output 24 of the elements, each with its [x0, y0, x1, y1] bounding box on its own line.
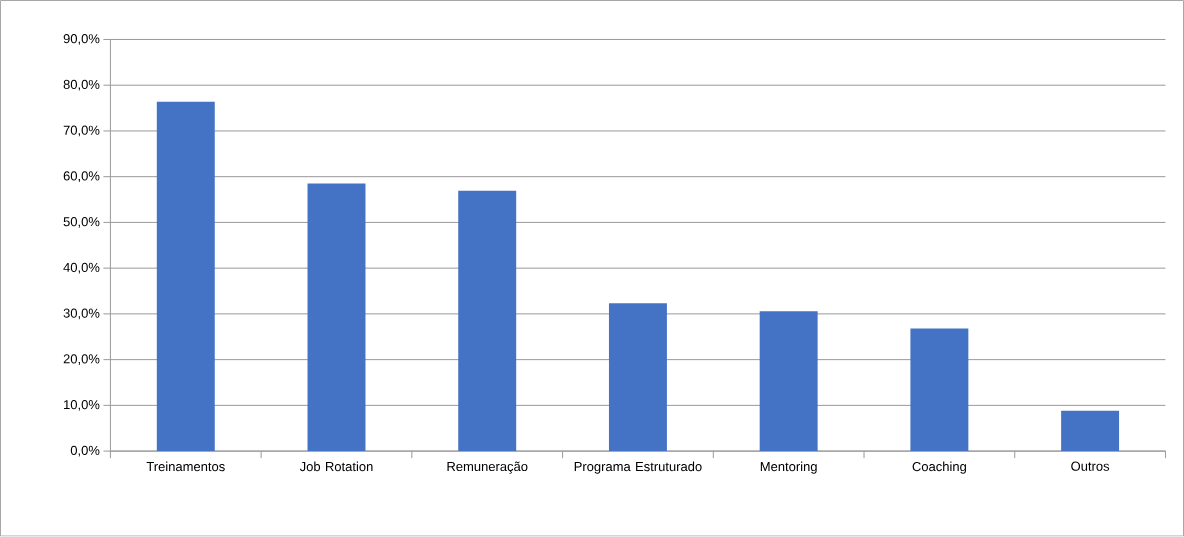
x-tick-label: Programa Estruturado — [574, 461, 702, 474]
y-tick-label: 30,0% — [63, 308, 100, 320]
y-tick-label: 80,0% — [63, 80, 100, 91]
y-tick-label: 70,0% — [63, 125, 100, 137]
x-tick-label: Outros — [1071, 461, 1110, 472]
x-tick-label: Coaching — [912, 461, 966, 474]
bar — [759, 311, 818, 452]
y-tick-label: 20,0% — [63, 354, 100, 366]
y-tick-label: 0,0% — [70, 445, 100, 457]
x-tick-label: Job Rotation — [299, 461, 373, 472]
bar — [307, 183, 366, 452]
y-tick-label: 50,0% — [63, 217, 100, 229]
bar — [910, 328, 969, 452]
x-tick-label: Remuneração — [447, 461, 528, 474]
bar — [1061, 411, 1120, 452]
bar — [156, 101, 215, 452]
y-tick-label: 40,0% — [63, 263, 100, 274]
y-tick-label: 10,0% — [64, 400, 100, 411]
bar — [458, 191, 517, 452]
y-tick-label: 90,0% — [63, 34, 100, 46]
x-tick-label: Mentoring — [760, 461, 817, 474]
y-tick-label: 60,0% — [63, 171, 100, 183]
bar — [608, 303, 667, 452]
x-tick-label: Treinamentos — [146, 461, 225, 472]
